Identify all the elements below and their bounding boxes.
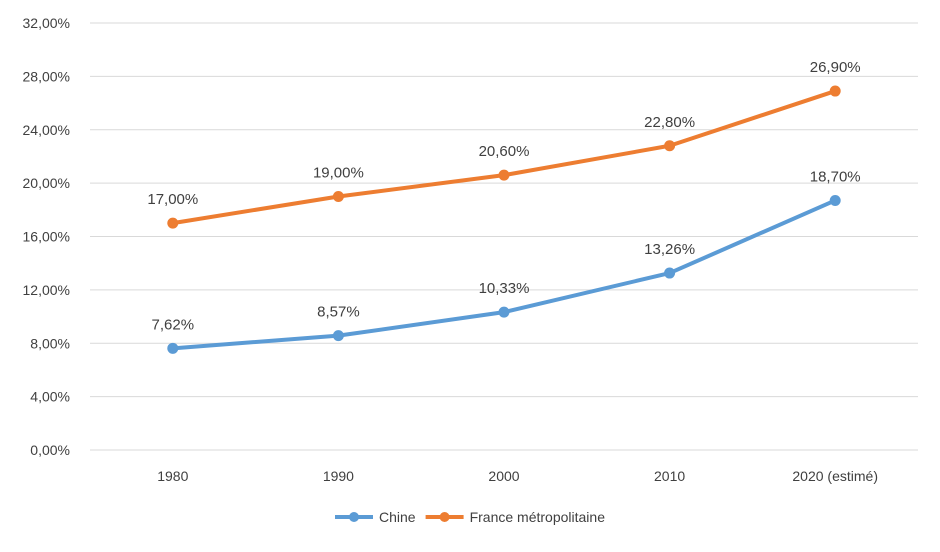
x-tick-label: 1990 <box>323 468 354 484</box>
data-point <box>332 190 344 202</box>
legend: Chine France métropolitaine <box>335 509 605 525</box>
y-tick-label: 20,00% <box>23 175 70 191</box>
x-tick-label: 2000 <box>488 468 519 484</box>
y-axis-ticks: 0,00% 4,00% 8,00% 12,00% 16,00% 20,00% 24,00% 2… <box>23 15 70 458</box>
data-point <box>664 140 676 152</box>
legend-label: France métropolitaine <box>470 509 606 525</box>
x-tick-label: 1980 <box>157 468 188 484</box>
data-label: 19,00% <box>313 164 364 181</box>
x-tick-label: 2010 <box>654 468 685 484</box>
data-label: 13,26% <box>644 241 695 258</box>
y-tick-label: 4,00% <box>30 389 70 405</box>
y-tick-label: 0,00% <box>30 442 70 458</box>
y-tick-label: 12,00% <box>23 282 70 298</box>
legend-swatch-marker <box>439 512 450 522</box>
data-point <box>829 194 841 206</box>
data-point <box>498 306 510 318</box>
series-lines <box>167 85 841 354</box>
y-tick-label: 24,00% <box>23 122 70 138</box>
x-tick-label: 2020 (estimé) <box>792 468 878 484</box>
data-label: 18,70% <box>810 168 861 185</box>
legend-item: France métropolitaine <box>425 509 606 525</box>
y-tick-label: 16,00% <box>23 229 70 245</box>
series-line <box>170 198 838 351</box>
data-point <box>332 330 344 342</box>
data-label: 8,57% <box>317 304 360 321</box>
legend-label: Chine <box>379 509 416 525</box>
y-tick-label: 32,00% <box>23 15 70 31</box>
y-tick-label: 28,00% <box>23 68 70 84</box>
data-label: 10,33% <box>479 280 530 297</box>
data-label: 17,00% <box>147 191 198 208</box>
data-labels: 7,62% 8,57% 10,33% 13,26% 18,70% 17,00% 19,00%… <box>147 59 860 333</box>
gridlines <box>90 22 918 451</box>
data-label: 26,90% <box>810 59 861 76</box>
data-point <box>167 217 179 229</box>
data-point <box>829 85 841 97</box>
data-label: 20,60% <box>479 143 530 160</box>
legend-swatch-marker <box>349 512 359 522</box>
data-label: 22,80% <box>644 114 695 131</box>
y-tick-label: 8,00% <box>30 335 70 351</box>
x-axis-ticks: 1980 1990 2000 2010 2020 (estimé) <box>157 468 878 484</box>
data-label: 7,62% <box>152 316 195 333</box>
data-point <box>664 267 676 279</box>
legend-item: Chine <box>335 509 416 525</box>
data-point <box>498 169 510 181</box>
data-point <box>167 342 179 354</box>
